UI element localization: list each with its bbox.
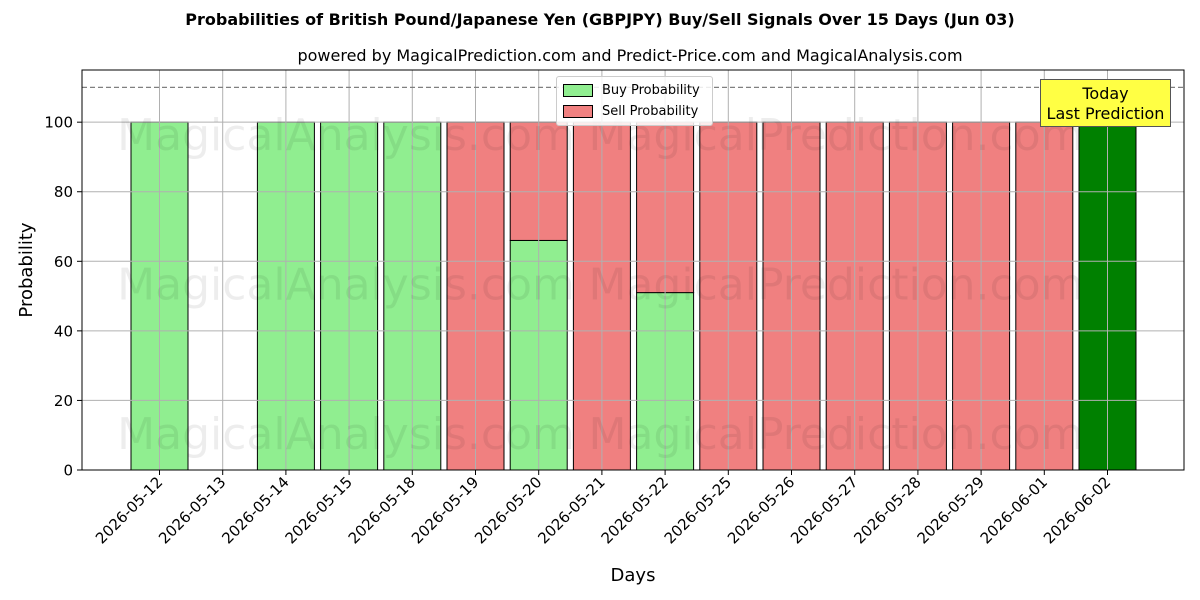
y-axis-label: Probability [16,222,37,317]
plot-frame [81,69,1185,471]
legend-swatch-sell [563,104,593,118]
x-tick-label: 2026-06-01 [977,473,1051,547]
today-annotation: Today Last Prediction [1040,79,1171,127]
today-label: Today [1082,84,1129,103]
legend-swatch-buy [563,83,593,97]
x-tick-label: 2026-05-20 [471,473,545,547]
x-tick-label: 2026-05-29 [914,473,988,547]
watermark-analysis: MagicalAnalysis.com [117,409,575,460]
chart-subtitle: powered by MagicalPrediction.com and Pre… [297,46,963,65]
x-tick-label: 2026-06-02 [1040,473,1114,547]
x-tick-label: 2026-05-13 [155,473,229,547]
x-tick-label: 2026-05-18 [345,473,419,547]
last-prediction-label: Last Prediction [1046,104,1165,123]
y-tick-label: 40 [54,322,73,340]
x-tick-label: 2026-05-22 [598,473,672,547]
x-tick-label: 2026-05-27 [787,473,861,547]
x-tick-label: 2026-05-28 [850,473,924,547]
y-tick-label: 80 [54,183,73,201]
legend-item-sell: Sell Probability [563,102,698,120]
legend: Buy Probability Sell Probability [556,76,713,126]
x-tick-label: 2026-05-15 [282,473,356,547]
x-tick-label: 2026-05-19 [408,473,482,547]
x-tick-label: 2026-05-14 [218,473,292,547]
y-tick-label: 100 [44,114,73,132]
legend-label-sell: Sell Probability [602,103,699,119]
watermark-prediction: MagicalPrediction.com [589,409,1084,460]
watermark-analysis: MagicalAnalysis.com [117,110,575,161]
x-tick-label: 2026-05-21 [534,473,608,547]
legend-item-buy: Buy Probability [563,81,700,99]
watermark-analysis: MagicalAnalysis.com [117,260,575,311]
watermark-prediction: MagicalPrediction.com [589,260,1084,311]
chart-title: Probabilities of British Pound/Japanese … [185,10,1015,29]
x-axis-label: Days [611,565,656,586]
x-tick-label: 2026-05-25 [661,473,735,547]
y-tick-label: 0 [63,462,73,480]
y-tick-label: 20 [54,392,73,410]
x-tick-label: 2026-05-12 [92,473,166,547]
y-tick-label: 60 [54,253,73,271]
legend-label-buy: Buy Probability [602,82,700,98]
x-tick-label: 2026-05-26 [724,473,798,547]
